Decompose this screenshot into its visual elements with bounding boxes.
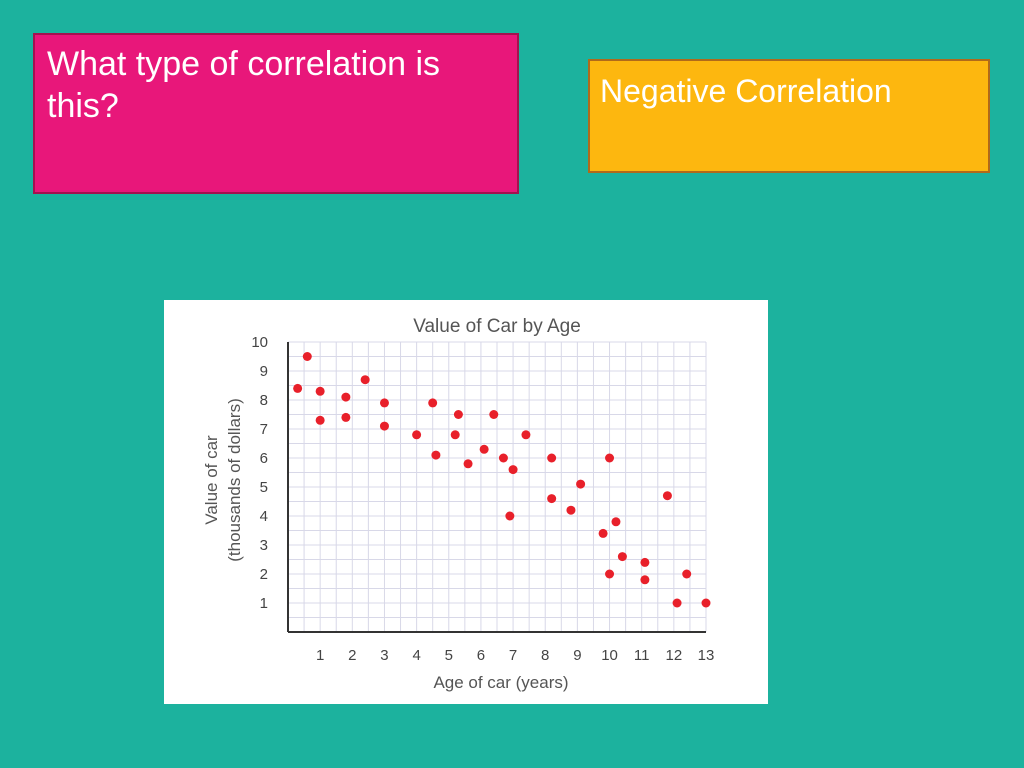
data-point <box>463 459 473 469</box>
grid-layer <box>288 341 707 632</box>
y-tick-label: 10 <box>251 334 268 351</box>
data-point <box>341 412 351 422</box>
x-tick-label: 6 <box>477 647 485 664</box>
y-tick-label: 6 <box>260 450 268 467</box>
data-point <box>605 453 615 463</box>
data-point <box>489 410 499 419</box>
data-point <box>379 421 389 431</box>
data-point <box>547 453 557 463</box>
data-point <box>315 415 325 425</box>
data-point <box>293 383 303 393</box>
x-tick-label: 5 <box>445 647 453 664</box>
x-tick-label: 1 <box>316 647 324 664</box>
y-tick-label: 8 <box>260 392 268 409</box>
x-axis-label: Age of car (years) <box>433 673 568 692</box>
y-tick-label: 9 <box>260 363 268 380</box>
data-point <box>505 511 515 521</box>
y-axis-sublabel: (thousands of dollars) <box>225 398 244 561</box>
y-tick-label: 5 <box>260 479 268 496</box>
data-point <box>450 430 460 440</box>
data-point <box>379 398 389 408</box>
question-text: What type of correlation is this? <box>47 45 441 125</box>
y-tick-label: 2 <box>260 566 268 583</box>
data-point <box>672 598 682 608</box>
y-tick-label: 4 <box>260 508 268 525</box>
data-points <box>293 352 711 608</box>
data-point <box>598 528 608 538</box>
x-tick-label: 2 <box>348 647 356 664</box>
data-point <box>498 453 508 463</box>
question-box: What type of correlation is this? <box>33 33 519 194</box>
data-point <box>547 494 557 504</box>
data-point <box>360 375 370 385</box>
data-point <box>701 598 711 608</box>
x-tick-label: 3 <box>380 647 388 664</box>
x-tick-label: 12 <box>666 647 683 664</box>
scatter-chart-panel: 1 2 3 4 5 6 7 8 9 10 11 12 13 1 2 3 4 5 6 7 8 9 10 Value of Ca… <box>164 300 768 704</box>
data-point <box>640 575 650 585</box>
data-point <box>566 505 576 515</box>
data-point <box>508 465 518 475</box>
data-point <box>412 430 422 440</box>
data-point <box>521 430 531 440</box>
data-point <box>617 552 627 562</box>
y-tick-label: 7 <box>260 421 268 438</box>
x-tick-label: 13 <box>698 647 715 664</box>
x-tick-label: 9 <box>573 647 581 664</box>
x-tick-label: 4 <box>412 647 420 664</box>
x-tick-label: 10 <box>601 647 618 664</box>
y-axis-label: Value of car <box>202 435 221 525</box>
answer-text: Negative Correlation <box>600 73 892 109</box>
data-point <box>611 517 621 527</box>
answer-box: Negative Correlation <box>588 59 990 173</box>
data-point <box>605 569 615 579</box>
y-tick-label: 1 <box>260 595 268 612</box>
data-point <box>453 410 463 419</box>
data-point <box>315 386 325 396</box>
data-point <box>428 398 438 408</box>
x-tick-label: 8 <box>541 647 549 664</box>
y-tick-label: 3 <box>260 537 268 554</box>
data-point <box>662 491 672 501</box>
chart-title: Value of Car by Age <box>413 316 581 337</box>
x-tick-label: 7 <box>509 647 517 664</box>
x-tick-label: 11 <box>634 647 650 664</box>
data-point <box>682 569 692 579</box>
data-point <box>302 352 312 361</box>
data-point <box>479 444 489 454</box>
data-point <box>576 479 586 489</box>
data-point <box>640 557 650 567</box>
data-point <box>431 450 441 460</box>
data-point <box>341 392 351 402</box>
